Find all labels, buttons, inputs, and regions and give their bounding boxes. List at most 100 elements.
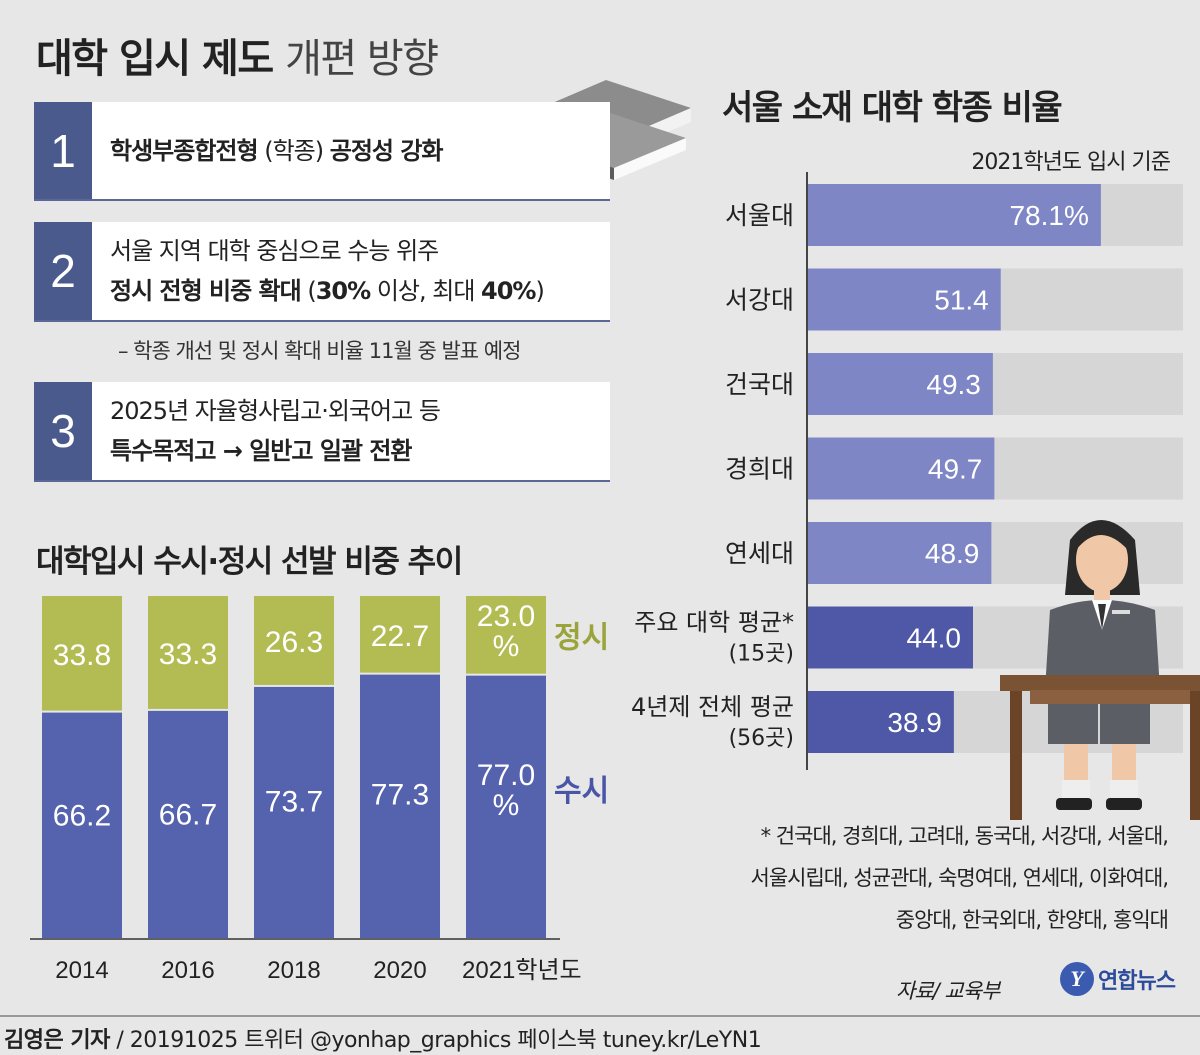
legend-susi: 수시 xyxy=(554,774,609,809)
yonhap-logo: Y 연합뉴스 xyxy=(1060,962,1176,996)
footnote: * 건국대, 경희대, 고려대, 동국대, 서강대, 서울대, 서울시립대, 성… xyxy=(628,815,1169,941)
source-label: 자료/ 교육부 xyxy=(896,979,1000,1003)
text-line: 77.0 xyxy=(477,759,535,792)
x-tick-2020: 2020 xyxy=(373,957,426,984)
text-line: 23.0 xyxy=(477,600,535,633)
x-tick-2016: 2016 xyxy=(161,957,214,984)
value-label-3: 49.7 xyxy=(928,454,983,485)
main-title: 대학 입시 제도 개편 방향 xyxy=(36,26,439,84)
label-jeongsi-2020: 22.7 xyxy=(371,620,429,653)
bar-susi-2016 xyxy=(148,710,228,938)
category-label-2: 건국대 xyxy=(725,370,794,399)
logo-mark-icon: Y xyxy=(1060,962,1094,996)
text-line: % xyxy=(493,789,520,822)
policy-2-mid: 이상, 최대 xyxy=(370,277,482,305)
bar-경희대 xyxy=(808,437,995,500)
bar-jeongsi-2020 xyxy=(360,596,440,673)
horizontal-bar-chart: 78.1% 서울대 51.4 서강대 49.3 건국대 49.7 경희대 48.9 연세대 44.0… xyxy=(631,172,1183,770)
policy-1-paren: (학종) xyxy=(264,136,324,165)
bar-연세대 xyxy=(808,522,992,584)
label-susi-2016: 66.7 xyxy=(159,799,217,832)
right-chart-title: 서울 소재 대학 학종 비율 xyxy=(722,88,1063,128)
main-title-bold: 대학 입시 제도 xyxy=(36,36,274,82)
label-susi-2018: 73.7 xyxy=(265,785,323,818)
x-tick-2021: 2021학년도 xyxy=(462,957,582,984)
credit-rest: / 20191025 트위터 @yonhap_graphics 페이스북 tun… xyxy=(109,1028,762,1053)
text-line: 26.3 xyxy=(265,626,323,659)
text-line: 66.2 xyxy=(53,799,111,832)
text-line: 77.3 xyxy=(371,779,429,812)
policy-number-2: 2 xyxy=(34,222,92,320)
value-label-0: 78.1% xyxy=(1009,200,1088,231)
text-line: 66.7 xyxy=(159,799,217,832)
policy-2-paren-open: ( xyxy=(307,277,316,305)
footnote-line-3: 중앙대, 한국외대, 한양대, 홍익대 xyxy=(895,908,1169,932)
bar-서강대 xyxy=(808,268,1001,331)
value-label-4: 48.9 xyxy=(925,538,980,569)
footnote-line-2: 서울시립대, 성균관대, 숙명여대, 연세대, 이화여대, xyxy=(750,866,1169,890)
bar-jeongsi-2018 xyxy=(254,596,334,685)
label-susi-2020: 77.3 xyxy=(371,779,429,812)
x-tick-2014: 2014 xyxy=(55,957,108,984)
bar-jeongsi-2016 xyxy=(148,596,228,709)
policy-number-3: 3 xyxy=(34,382,92,480)
bar-jeongsi-2014 xyxy=(42,596,122,711)
policy-1-bold: 학생부종합전형 xyxy=(110,136,259,165)
credit-author: 김영은 기자 xyxy=(4,1028,110,1053)
category-label-0: 서울대 xyxy=(725,201,794,230)
right-chart-subtitle: 2021학년도 입시 기준 xyxy=(971,150,1171,175)
stacked-bar-chart: 33.8 66.2 2014 33.3 66.7 2016 26.3 73.7 2018 22.7… xyxy=(30,596,609,984)
value-label-1: 51.4 xyxy=(934,285,989,316)
left-chart-title: 대학입시 수시·정시 선발 비중 추이 xyxy=(36,544,463,580)
bar-서울대 xyxy=(808,184,1101,246)
label-susi-2014: 66.2 xyxy=(53,799,111,832)
category-label-5: 주요 대학 평균* xyxy=(634,609,794,637)
bar-susi-2021 xyxy=(466,675,546,938)
policy-item-3: 3 2025년 자율형사립고·외국어고 등 특수목적고 → 일반고 일괄 전환 xyxy=(34,382,610,482)
category-label-3: 경희대 xyxy=(725,455,794,484)
policy-3-bold: 특수목적고 → 일반고 일괄 전환 xyxy=(110,437,412,465)
text-line: % xyxy=(493,630,520,663)
category-label-6: 4년제 전체 평균 xyxy=(631,693,794,721)
student-illustration xyxy=(1000,520,1200,820)
policy-2-line1: 서울 지역 대학 중심으로 수능 위주 xyxy=(110,237,439,265)
text-line: 73.7 xyxy=(265,785,323,818)
bar-4년제 전체 평균 xyxy=(808,691,954,753)
value-label-5: 44.0 xyxy=(907,623,962,654)
bar-susi-2014 xyxy=(42,712,122,938)
text-line: 33.8 xyxy=(53,639,111,672)
text-line: 22.7 xyxy=(371,620,429,653)
policy-2-bold: 정시 전형 비중 확대 xyxy=(110,277,302,305)
policy-note: – 학종 개선 및 정시 확대 비율 11월 중 발표 예정 xyxy=(118,339,521,363)
footnote-line-1: * 건국대, 경희대, 고려대, 동국대, 서강대, 서울대, xyxy=(760,824,1169,848)
legend-jeongsi: 정시 xyxy=(554,620,609,655)
category-sublabel-6: (56곳) xyxy=(729,726,794,751)
main-title-light: 개편 방향 xyxy=(285,36,439,82)
category-label-4: 연세대 xyxy=(725,539,794,568)
value-label-6: 38.9 xyxy=(887,707,942,738)
policy-2-num2: 40% xyxy=(481,277,536,305)
value-label-2: 49.3 xyxy=(926,369,981,400)
text-line: 33.3 xyxy=(159,638,217,671)
bar-주요 대학 평균* xyxy=(808,606,973,669)
bar-건국대 xyxy=(808,353,993,415)
bar-susi-2018 xyxy=(254,686,334,938)
bar-susi-2020 xyxy=(360,674,440,938)
category-sublabel-5: (15곳) xyxy=(729,642,794,667)
policy-item-2: 2 서울 지역 대학 중심으로 수능 위주 정시 전형 비중 확대 (30% 이… xyxy=(34,222,610,322)
label-jeongsi-2018: 26.3 xyxy=(265,626,323,659)
bar-jeongsi-2021 xyxy=(466,596,546,674)
policy-item-1: 1 학생부종합전형 (학종) 공정성 강화 xyxy=(34,102,610,201)
logo-text: 연합뉴스 xyxy=(1098,969,1176,994)
label-susi-2021: 77.0% xyxy=(477,759,535,822)
policy-2-paren-close: ) xyxy=(535,277,544,305)
x-tick-2018: 2018 xyxy=(267,957,320,984)
policy-number-1: 1 xyxy=(34,102,92,199)
credit-line: 김영은 기자 / 20191025 트위터 @yonhap_graphics 페… xyxy=(4,1022,762,1054)
label-jeongsi-2014: 33.8 xyxy=(53,639,111,672)
bottom-divider xyxy=(0,1015,1200,1017)
category-label-1: 서강대 xyxy=(725,286,794,315)
policy-3-line1: 2025년 자율형사립고·외국어고 등 xyxy=(110,397,441,425)
label-jeongsi-2021: 23.0% xyxy=(477,600,535,663)
policy-1-bold2: 공정성 강화 xyxy=(329,136,444,165)
